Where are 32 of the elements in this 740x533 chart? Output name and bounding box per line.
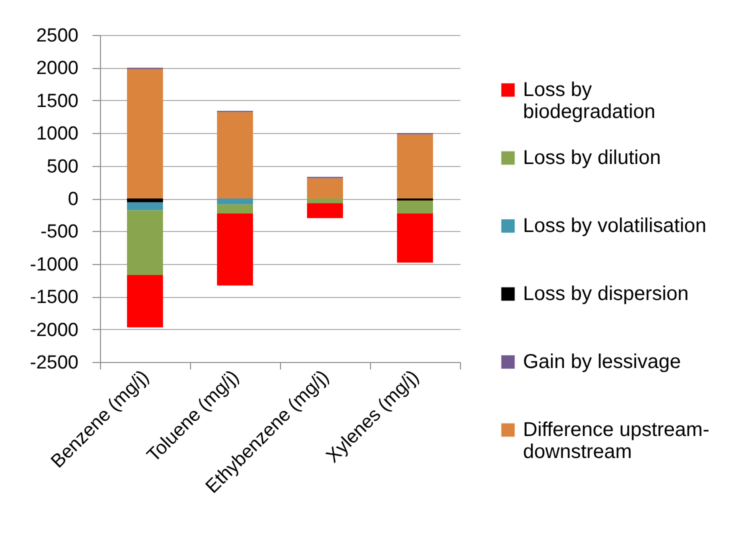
y-tick-label: -1000: [30, 254, 78, 276]
y-tick-label: 2000: [36, 58, 78, 80]
legend-label: Loss by dispersion: [523, 283, 689, 305]
bar: [397, 214, 433, 263]
legend-label: Loss by biodegradation: [523, 79, 656, 123]
y-tick-label: 1500: [36, 90, 78, 112]
bar: [217, 198, 253, 204]
bar: [397, 200, 433, 214]
bar: [217, 214, 253, 286]
bar: [127, 69, 163, 198]
bar: [307, 198, 343, 204]
bar: [307, 203, 343, 218]
bar: [397, 134, 433, 198]
y-tick-label: -500: [40, 222, 78, 243]
bar: [127, 202, 163, 210]
legend-label: Loss by dilution: [523, 147, 661, 169]
legend-label: Gain by lessivage: [523, 351, 681, 373]
y-tick-label: 500: [46, 156, 78, 178]
y-tick-label: 0: [68, 189, 78, 210]
bar: [127, 275, 163, 328]
bar: [217, 112, 253, 198]
bar: [127, 198, 163, 202]
bar: [217, 204, 253, 214]
y-tick-label: 2500: [36, 26, 78, 46]
y-tick-label: 1000: [36, 124, 78, 145]
bar: [127, 210, 163, 276]
y-tick-label: -2000: [30, 320, 78, 341]
y-tick-label: -1500: [30, 287, 78, 308]
legend-label: Difference upstream-downstream: [523, 419, 710, 463]
bar: [307, 178, 343, 198]
legend-label: Loss by volatilisation: [523, 215, 706, 237]
y-tick-label: -2500: [30, 352, 78, 374]
